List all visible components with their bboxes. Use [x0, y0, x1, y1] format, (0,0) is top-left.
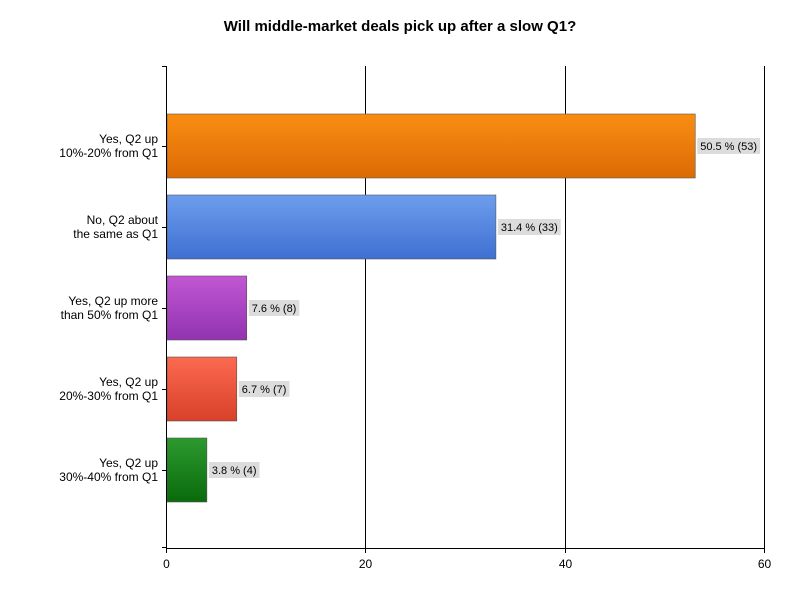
data-label: 50.5 % (53) — [700, 141, 757, 153]
label-layer: 0 20 40 60 Yes, Q2 up 10%-20% from Q1 50.5 % (… — [59, 132, 771, 571]
x-tick-label: 40 — [559, 557, 573, 571]
data-label-background — [238, 381, 290, 397]
bar-layer — [166, 113, 696, 503]
category-label: Yes, Q2 up 30%-40% from Q1 — [59, 456, 158, 484]
data-label-background — [208, 462, 260, 478]
category-label: Yes, Q2 up more than 50% from Q1 — [61, 294, 159, 322]
data-label: 7.6 % (8) — [252, 303, 297, 315]
chart-title: Will middle-market deals pick up after a… — [223, 18, 577, 35]
x-tick-label: 20 — [359, 557, 373, 571]
data-label-background — [497, 219, 561, 235]
category-label: Yes, Q2 up 20%-30% from Q1 — [59, 375, 158, 403]
bar[interactable] — [166, 113, 696, 179]
bar[interactable] — [166, 275, 248, 341]
data-label: 6.7 % (7) — [242, 384, 287, 396]
axis-layer — [162, 66, 765, 553]
data-label: 3.8 % (4) — [212, 465, 257, 477]
x-tick-label: 0 — [163, 557, 170, 571]
bar[interactable] — [166, 194, 497, 260]
category-label: No, Q2 about the same as Q1 — [73, 213, 158, 241]
data-label: 31.4 % (33) — [501, 222, 558, 234]
data-label-background — [248, 300, 300, 316]
x-tick-label: 60 — [758, 557, 772, 571]
data-label-background — [697, 138, 761, 154]
category-label: Yes, Q2 up 10%-20% from Q1 — [59, 132, 158, 160]
bar[interactable] — [166, 437, 208, 503]
bar[interactable] — [166, 356, 238, 422]
